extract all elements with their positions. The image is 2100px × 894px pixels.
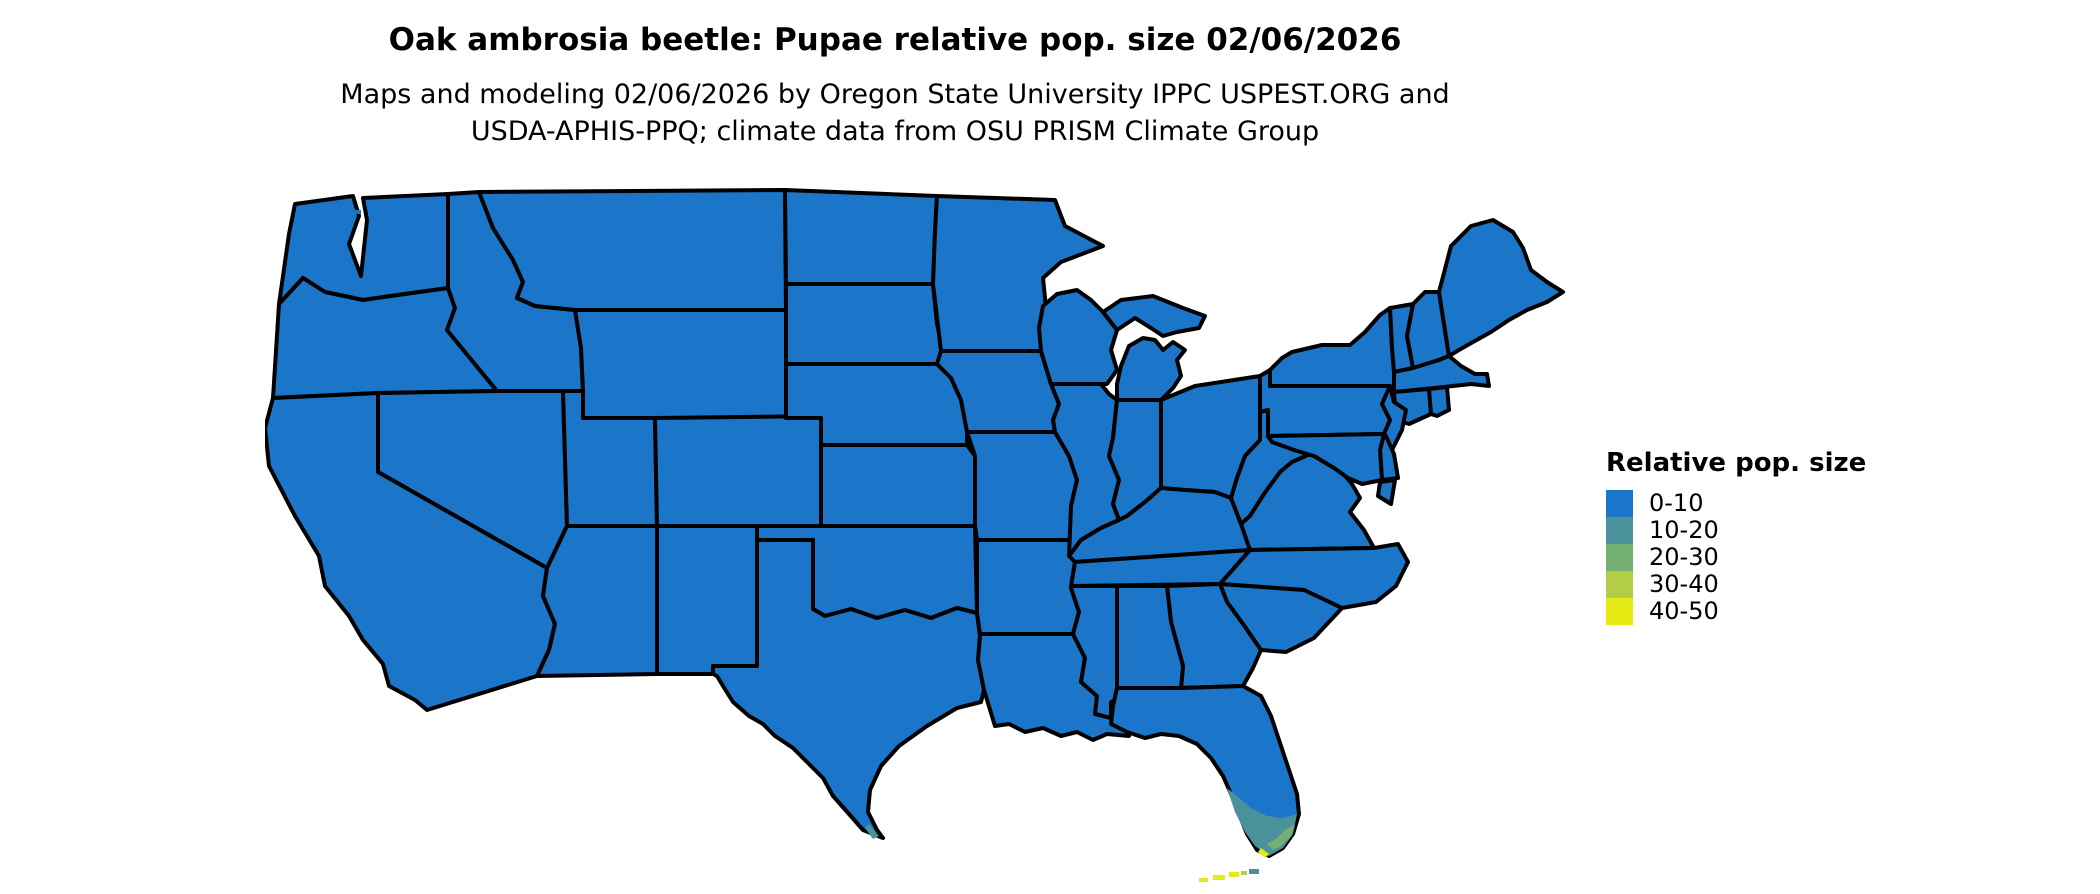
legend-item-30-40: 30-40 bbox=[1606, 571, 1906, 598]
legend-swatch-0-10 bbox=[1606, 490, 1633, 517]
state-wisconsin bbox=[1037, 288, 1119, 386]
state-michigan-upper bbox=[1101, 294, 1207, 338]
legend-title: Relative pop. size bbox=[1606, 448, 1867, 478]
legend-label-0-10: 0-10 bbox=[1649, 489, 1704, 517]
legend-swatch-30-40 bbox=[1606, 571, 1633, 598]
state-rhode-island bbox=[1427, 385, 1451, 418]
overlay-south-florida-yellow-speck bbox=[1258, 848, 1269, 858]
subtitle-line-2: USDA-APHIS-PPQ; climate data from OSU PR… bbox=[470, 116, 1320, 147]
state-maine bbox=[1437, 218, 1565, 358]
state-kansas bbox=[819, 443, 977, 528]
legend-item-20-30: 20-30 bbox=[1606, 544, 1906, 571]
state-maryland bbox=[1266, 432, 1386, 486]
legend-label-30-40: 30-40 bbox=[1649, 570, 1719, 598]
hotspot-overlays-layer bbox=[355, 210, 1297, 882]
overlay-florida-keys-3 bbox=[1229, 872, 1239, 877]
legend: Relative pop. size 0-10 10-20 20-30 30-4… bbox=[1606, 448, 1906, 625]
state-wyoming bbox=[573, 308, 788, 420]
channel-islands-2 bbox=[423, 693, 431, 697]
legend-item-10-20: 10-20 bbox=[1606, 517, 1906, 544]
subtitle-line-1: Maps and modeling 02/06/2026 by Oregon S… bbox=[340, 79, 1450, 110]
state-colorado bbox=[653, 414, 823, 528]
legend-item-40-50: 40-50 bbox=[1606, 598, 1906, 625]
channel-islands-1 bbox=[411, 685, 420, 689]
overlay-south-florida-green bbox=[1267, 824, 1295, 850]
state-michigan-lower bbox=[1115, 336, 1187, 402]
legend-swatch-10-20 bbox=[1606, 517, 1633, 544]
legend-label-20-30: 20-30 bbox=[1649, 543, 1719, 571]
legend-item-0-10: 0-10 bbox=[1606, 490, 1906, 517]
legend-label-40-50: 40-50 bbox=[1649, 597, 1719, 625]
us-map bbox=[263, 188, 1570, 890]
legend-swatch-20-30 bbox=[1606, 544, 1633, 571]
state-south-dakota bbox=[784, 282, 945, 366]
overlay-florida-keys-4 bbox=[1241, 871, 1247, 875]
states-layer bbox=[263, 188, 1565, 858]
state-virginia-eastern-shore bbox=[1376, 478, 1397, 506]
state-montana bbox=[477, 188, 788, 312]
legend-label-10-20: 10-20 bbox=[1649, 516, 1719, 544]
state-arkansas bbox=[975, 538, 1081, 636]
state-arizona bbox=[535, 524, 659, 678]
us-map-svg bbox=[263, 188, 1565, 882]
state-minnesota bbox=[931, 194, 1105, 353]
overlay-south-texas-tip bbox=[865, 824, 879, 839]
san-juan-islands bbox=[355, 210, 361, 214]
overlay-florida-keys-1 bbox=[1199, 878, 1208, 882]
overlay-florida-keys-5 bbox=[1249, 869, 1259, 874]
state-north-dakota bbox=[783, 188, 939, 286]
legend-swatch-40-50 bbox=[1606, 598, 1633, 625]
page-subtitle: Maps and modeling 02/06/2026 by Oregon S… bbox=[0, 76, 1790, 150]
state-new-mexico bbox=[655, 524, 759, 676]
overlay-florida-keys-2 bbox=[1213, 875, 1225, 880]
page-title: Oak ambrosia beetle: Pupae relative pop.… bbox=[388, 22, 1402, 58]
state-texas bbox=[711, 538, 986, 840]
